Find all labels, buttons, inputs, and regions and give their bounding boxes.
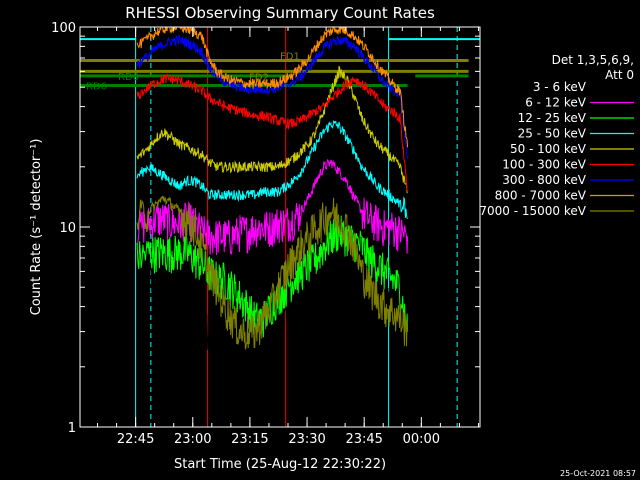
series-line-800-7000-kev (136, 27, 409, 148)
legend-header-line-2: Att 0 (605, 68, 634, 82)
series-line-25-50-kev (136, 120, 408, 220)
legend-header-line-1: Det 1,3,5,6,9, (552, 53, 634, 67)
series-line-7000-15000-kev (136, 195, 409, 350)
legend-label-100-300-kev: 100 - 300 keV (502, 158, 586, 172)
y-axis-label: Count Rate (s⁻¹ detector⁻¹) (29, 139, 44, 316)
legend: Det 1,3,5,6,9, Att 0 3 - 6 keV 6 - 12 keV… (479, 53, 634, 218)
x-tick-label-23-30: 23:30 (288, 432, 325, 447)
x-tick-label-23-45: 23:45 (345, 432, 382, 447)
legend-label-50-100-kev: 50 - 100 keV (510, 142, 587, 156)
x-tick-label-22-45: 22:45 (117, 432, 154, 447)
series-line-50-100-kev (136, 65, 408, 194)
x-tick-label-23-00: 23:00 (174, 432, 211, 447)
y-tick-label-100: 100 (51, 21, 76, 36)
flag-label-fd2: FD2 (249, 72, 269, 83)
legend-label-3-6-kev: 3 - 6 keV (533, 80, 587, 94)
legend-label-300-800-kev: 300 - 800 keV (502, 173, 586, 187)
flag-label-rd0: RD0 (118, 72, 139, 83)
series-line-100-300-kev (136, 73, 409, 192)
flag-label-layer: RD0 RD6 FD2 FD1 (86, 51, 300, 92)
legend-label-800-7000-kev: 800 - 7000 keV (495, 189, 587, 203)
y-axis: 1 10 100 (51, 21, 480, 436)
chart-title: RHESSI Observing Summary Count Rates (125, 4, 435, 22)
flag-label-fd1: FD1 (280, 51, 300, 62)
y-tick-label-10: 10 (59, 221, 76, 236)
flag-label-rd6: RD6 (86, 81, 107, 92)
plot-area (80, 27, 480, 427)
x-axis-label: Start Time (25-Aug-12 22:30:22) (174, 457, 386, 472)
x-tick-label-23-15: 23:15 (231, 432, 268, 447)
legend-label-6-12-kev: 6 - 12 keV (525, 96, 587, 110)
legend-label-25-50-kev: 25 - 50 keV (518, 127, 587, 141)
series-line-group (136, 27, 409, 427)
x-tick-label-00-00: 00:00 (403, 432, 440, 447)
series-line-6-12-kev (136, 158, 409, 256)
legend-label-12-25-kev: 12 - 25 keV (518, 111, 587, 125)
timestamp: 25-Oct-2021 08:57 (560, 469, 636, 478)
x-axis: 22:45 23:00 23:15 23:30 23:45 00:00 (97, 27, 479, 447)
legend-label-7000-15000-kev: 7000 - 15000 keV (479, 204, 586, 218)
y-tick-label-1: 1 (68, 421, 76, 436)
